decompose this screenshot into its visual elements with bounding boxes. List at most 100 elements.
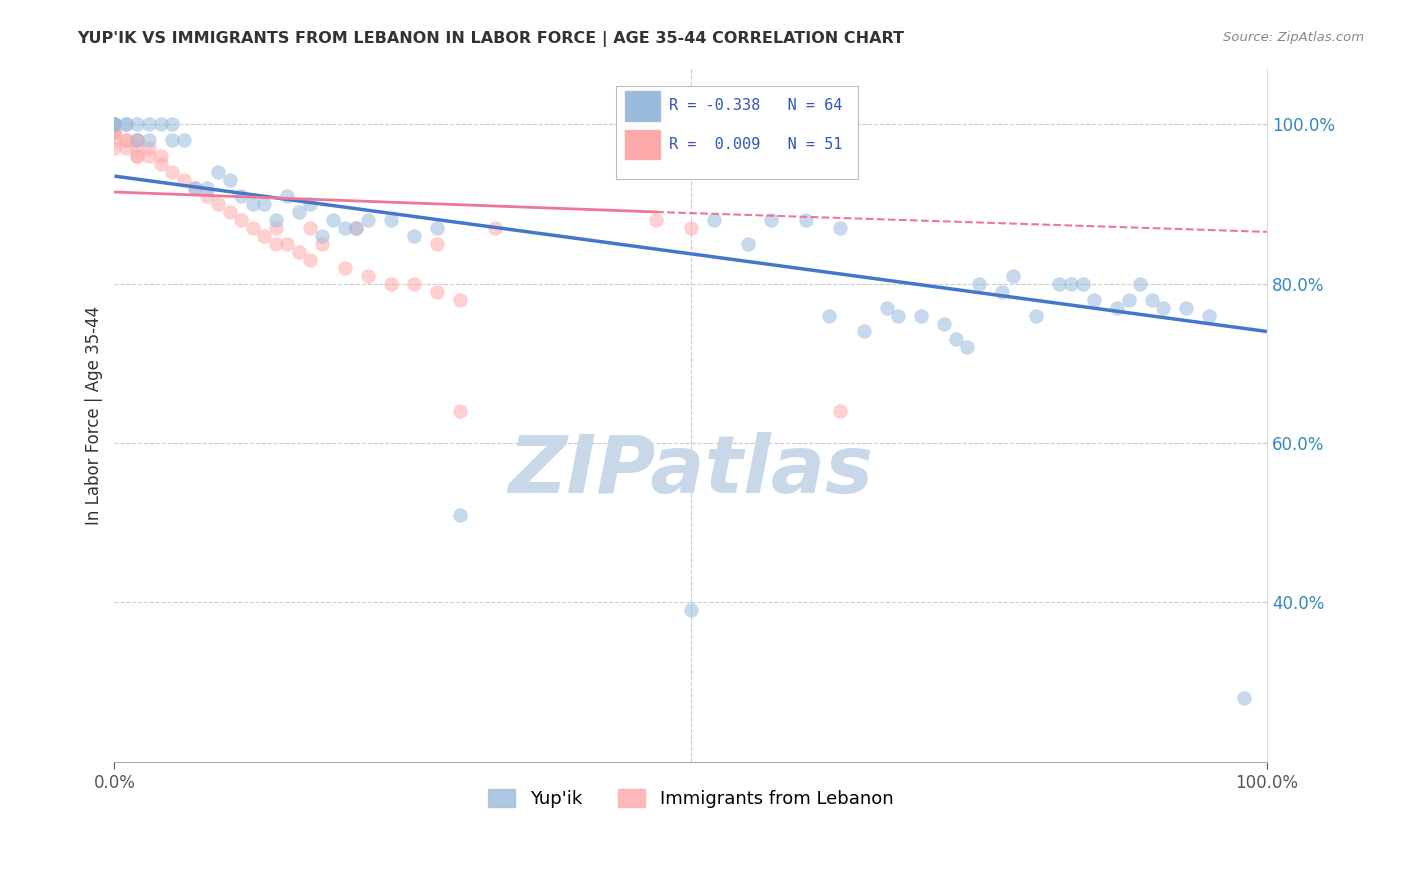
- Text: Source: ZipAtlas.com: Source: ZipAtlas.com: [1223, 31, 1364, 45]
- Point: [945, 333, 967, 347]
- Point: [242, 197, 264, 211]
- Point: [184, 181, 207, 195]
- Point: [887, 309, 910, 323]
- Point: [218, 173, 240, 187]
- Point: [138, 149, 160, 163]
- Point: [207, 197, 229, 211]
- Point: [910, 309, 932, 323]
- Point: [380, 277, 402, 291]
- Point: [103, 117, 125, 131]
- Point: [956, 340, 979, 354]
- Point: [127, 149, 149, 163]
- Point: [127, 133, 149, 147]
- Point: [1025, 309, 1047, 323]
- Point: [1083, 293, 1105, 307]
- Point: [794, 213, 817, 227]
- Point: [1049, 277, 1071, 291]
- Point: [703, 213, 725, 227]
- Point: [173, 133, 195, 147]
- Point: [103, 141, 125, 155]
- Point: [1129, 277, 1152, 291]
- Point: [149, 157, 172, 171]
- Point: [103, 117, 125, 131]
- Point: [991, 285, 1014, 299]
- Point: [138, 141, 160, 155]
- Point: [333, 220, 356, 235]
- Point: [830, 404, 852, 418]
- Point: [346, 220, 368, 235]
- Point: [264, 220, 287, 235]
- Point: [1118, 293, 1140, 307]
- Point: [184, 181, 207, 195]
- Point: [103, 117, 125, 131]
- Point: [333, 260, 356, 275]
- Point: [149, 117, 172, 131]
- Point: [160, 133, 183, 147]
- Point: [1198, 309, 1220, 323]
- Point: [426, 236, 449, 251]
- Point: [231, 213, 253, 227]
- Text: R =  0.009   N = 51: R = 0.009 N = 51: [669, 137, 842, 153]
- Point: [127, 117, 149, 131]
- Point: [115, 133, 138, 147]
- Point: [357, 213, 380, 227]
- Point: [402, 277, 425, 291]
- Text: R = -0.338   N = 64: R = -0.338 N = 64: [669, 98, 842, 113]
- Point: [311, 236, 333, 251]
- Point: [1002, 268, 1025, 283]
- Point: [934, 317, 956, 331]
- Point: [149, 149, 172, 163]
- Point: [218, 205, 240, 219]
- Point: [103, 125, 125, 139]
- Point: [737, 236, 759, 251]
- Point: [818, 309, 841, 323]
- Text: ZIPatlas: ZIPatlas: [508, 432, 873, 509]
- Point: [103, 117, 125, 131]
- Point: [852, 325, 875, 339]
- Point: [967, 277, 990, 291]
- Point: [207, 165, 229, 179]
- Point: [103, 117, 125, 131]
- Point: [299, 252, 322, 267]
- Point: [1152, 301, 1174, 315]
- FancyBboxPatch shape: [616, 86, 858, 179]
- Point: [299, 197, 322, 211]
- Point: [1233, 691, 1256, 706]
- Point: [484, 220, 506, 235]
- Point: [276, 236, 298, 251]
- Y-axis label: In Labor Force | Age 35-44: In Labor Force | Age 35-44: [86, 306, 103, 524]
- Point: [449, 293, 471, 307]
- Point: [103, 117, 125, 131]
- Point: [195, 189, 218, 203]
- Point: [103, 133, 125, 147]
- Point: [1071, 277, 1094, 291]
- Point: [288, 244, 311, 259]
- Point: [264, 236, 287, 251]
- Bar: [624, 91, 659, 120]
- Point: [402, 228, 425, 243]
- Point: [103, 117, 125, 131]
- Point: [103, 117, 125, 131]
- Point: [449, 404, 471, 418]
- Point: [357, 268, 380, 283]
- Bar: [624, 130, 659, 160]
- Point: [103, 125, 125, 139]
- Point: [426, 285, 449, 299]
- Point: [253, 228, 276, 243]
- Point: [761, 213, 783, 227]
- Point: [311, 228, 333, 243]
- Point: [276, 189, 298, 203]
- Point: [127, 141, 149, 155]
- Point: [1107, 301, 1129, 315]
- Point: [1060, 277, 1083, 291]
- Point: [679, 603, 702, 617]
- Point: [380, 213, 402, 227]
- Point: [645, 213, 668, 227]
- Point: [242, 220, 264, 235]
- Point: [103, 117, 125, 131]
- Point: [1175, 301, 1198, 315]
- Point: [679, 220, 702, 235]
- Point: [876, 301, 898, 315]
- Point: [231, 189, 253, 203]
- Point: [264, 213, 287, 227]
